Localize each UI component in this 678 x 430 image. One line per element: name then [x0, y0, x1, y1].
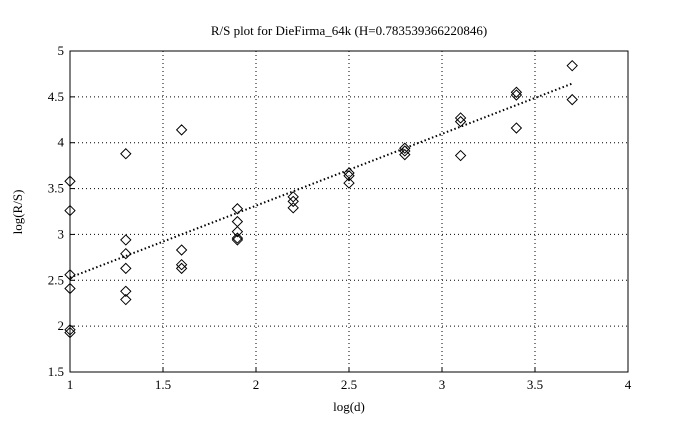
y-tick-label: 1.5: [48, 364, 64, 379]
data-point: [120, 247, 132, 260]
data-point: [287, 195, 299, 208]
data-point: [120, 262, 132, 275]
fit-line: [69, 82, 573, 279]
data-point: [287, 191, 299, 203]
x-tick-label: 2: [253, 377, 260, 392]
data-point: [566, 93, 578, 106]
data-point: [287, 202, 299, 214]
data-point: [231, 234, 244, 246]
x-axis-label: log(d): [333, 399, 365, 414]
y-tick-label: 2.5: [48, 272, 64, 287]
x-tick-label: 1.5: [155, 377, 171, 392]
data-point: [399, 145, 411, 157]
data-point: [343, 170, 355, 182]
y-tick-label: 5: [58, 43, 65, 58]
x-tick-label: 2.5: [341, 377, 357, 392]
y-tick-label: 4: [58, 135, 65, 150]
y-tick-label: 4.5: [48, 89, 64, 104]
x-tick-label: 3.5: [527, 377, 543, 392]
data-point: [64, 175, 76, 187]
data-point: [64, 204, 76, 217]
data-point: [64, 324, 76, 336]
data-point: [64, 326, 76, 339]
data-point: [399, 142, 411, 154]
data-point: [454, 115, 467, 128]
data-point: [64, 269, 76, 281]
data-point: [510, 86, 523, 98]
y-axis-label: log(R/S): [10, 190, 25, 235]
data-point: [231, 203, 244, 215]
data-point: [120, 234, 132, 246]
plot-frame: [69, 50, 629, 373]
data-point: [343, 177, 355, 189]
data-point: [566, 59, 578, 72]
data-point: [454, 112, 467, 124]
x-tick-label: 4: [625, 377, 632, 392]
data-point: [120, 148, 132, 160]
data-point: [175, 124, 188, 136]
data-point: [231, 225, 244, 238]
data-point: [454, 149, 467, 162]
x-tick-label: 3: [439, 377, 446, 392]
data-point: [510, 122, 523, 134]
data-point: [231, 215, 244, 228]
y-tick-label: 3.5: [48, 181, 64, 196]
data-point: [231, 232, 244, 244]
data-point: [175, 262, 188, 275]
x-tick-label: 1: [67, 377, 74, 392]
y-tick-label: 2: [58, 318, 65, 333]
chart-title: R/S plot for DieFirma_64k (H=0.783539366…: [211, 23, 487, 38]
data-point: [120, 285, 132, 297]
data-point: [399, 148, 411, 161]
y-tick-label: 3: [58, 226, 65, 241]
data-point: [64, 282, 76, 295]
data-point: [510, 89, 523, 101]
data-point: [120, 293, 132, 306]
data-point: [175, 258, 188, 271]
data-point: [175, 244, 188, 256]
data-point: [343, 167, 355, 179]
